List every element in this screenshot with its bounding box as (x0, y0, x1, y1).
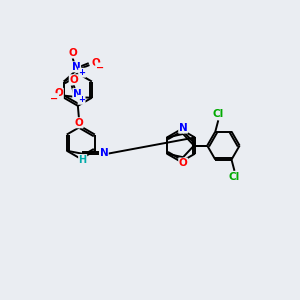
Text: O: O (68, 48, 77, 58)
Text: Cl: Cl (229, 172, 240, 182)
Text: O: O (179, 158, 188, 168)
Text: −: − (96, 63, 104, 73)
Text: O: O (92, 58, 100, 68)
Text: Cl: Cl (213, 110, 224, 119)
Text: N: N (72, 62, 81, 72)
Text: O: O (55, 88, 63, 98)
Text: O: O (69, 75, 78, 85)
Text: H: H (79, 154, 87, 165)
Text: N: N (73, 88, 82, 99)
Text: N: N (179, 123, 188, 133)
Text: N: N (100, 148, 108, 158)
Text: −: − (50, 94, 59, 103)
Text: O: O (74, 118, 83, 128)
Text: +: + (79, 68, 86, 77)
Text: +: + (78, 95, 85, 104)
